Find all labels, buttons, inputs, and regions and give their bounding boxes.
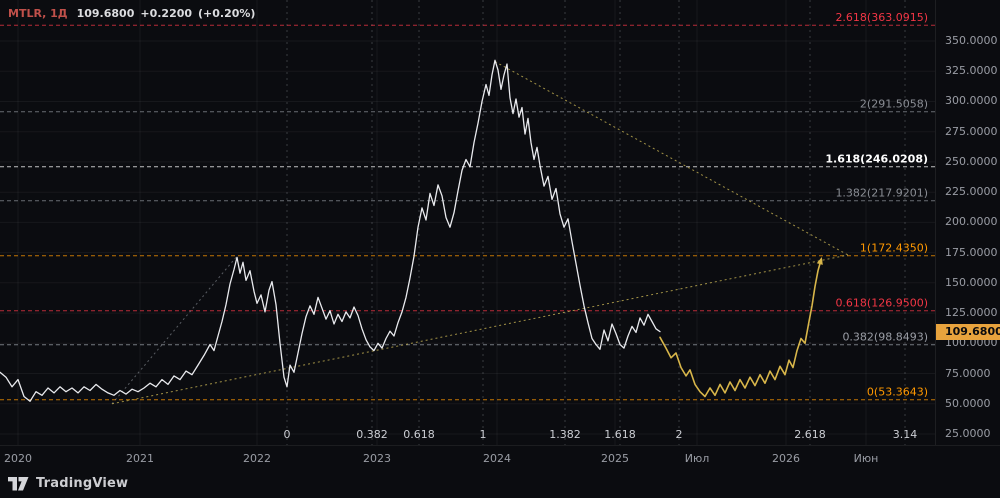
fib-level-label[interactable]: 0.618(126.9500) [835, 297, 928, 310]
brand-name: TradingView [36, 476, 129, 491]
time-axis-label: Июн [853, 452, 879, 465]
price-axis[interactable]: 350.0000 325.0000 300.0000 275.0000 250.0000… [935, 0, 1000, 445]
fib-timezone-label: 2 [676, 428, 683, 441]
trendline-triangle-lower[interactable] [111, 254, 849, 405]
legend-values: 109.6800 +0.2200 (+0.20%) [77, 7, 256, 20]
price-axis-label: 25.0000 [945, 427, 991, 440]
fib-level-label[interactable]: 1.618(246.0208) [825, 153, 928, 166]
fib-timezone-label: 0.618 [403, 428, 435, 441]
fib-timezone-label: 1 [480, 428, 487, 441]
fib-timezone-label: 1.382 [549, 428, 581, 441]
time-axis-label: 2026 [772, 452, 800, 465]
trendline-triangle-upper[interactable] [494, 61, 849, 256]
price-axis-label: 75.0000 [945, 367, 991, 380]
price-axis-label: 275.0000 [945, 125, 998, 138]
price-axis-label: 200.0000 [945, 215, 998, 228]
legend-last-price: 109.6800 [76, 7, 135, 20]
fib-timezone-label: 0 [284, 428, 291, 441]
time-axis[interactable]: 2020 2021 2022 2023 2024 2025 Июл 2026 Июн [0, 445, 1000, 471]
price-axis-label: 225.0000 [945, 185, 998, 198]
forecast-arrowhead [816, 257, 823, 265]
fib-timezone-label: 3.14 [893, 428, 918, 441]
fib-level-label[interactable]: 1(172.4350) [860, 242, 928, 255]
price-axis-label: 50.0000 [945, 397, 991, 410]
price-axis-label: 125.0000 [945, 306, 998, 319]
symbol-name[interactable]: MTLR, 1Д [8, 7, 68, 20]
time-axis-label: 2022 [243, 452, 271, 465]
price-axis-label: 150.0000 [945, 276, 998, 289]
price-axis-label: 325.0000 [945, 64, 998, 77]
symbol-legend[interactable]: MTLR, 1Д 109.6800 +0.2200 (+0.20%) [8, 7, 255, 20]
time-axis-label: 2020 [4, 452, 32, 465]
fib-timezone-label: 0.382 [356, 428, 388, 441]
time-axis-label: 2024 [483, 452, 511, 465]
price-line[interactable] [0, 59, 661, 402]
price-axis-label: 250.0000 [945, 155, 998, 168]
fib-level-label[interactable]: 2.618(363.0915) [835, 11, 928, 24]
plot-svg[interactable]: 0 0.382 0.618 1 1.382 1.618 2 2.618 3.14 2.618(36… [0, 0, 935, 445]
fib-level-label[interactable]: 1.382(217.9201) [835, 187, 928, 200]
tradingview-logo-icon [8, 476, 29, 490]
brand-footer: TradingView [8, 476, 128, 491]
time-axis-label: 2023 [363, 452, 391, 465]
fib-level-label[interactable]: 0.382(98.8493) [842, 331, 928, 344]
chart-plot-area[interactable]: 0 0.382 0.618 1 1.382 1.618 2 2.618 3.14 2.618(36… [0, 0, 935, 445]
price-axis-label: 300.0000 [945, 94, 998, 107]
fib-timezone-label: 2.618 [794, 428, 826, 441]
legend-change: +0.2200 [140, 7, 193, 20]
fib-level-label[interactable]: 2(291.5058) [860, 98, 928, 111]
price-axis-label: 175.0000 [945, 246, 998, 259]
trendline-fib-base-line[interactable] [111, 255, 238, 405]
forecast-line[interactable] [659, 259, 822, 398]
time-axis-label: 2021 [126, 452, 154, 465]
time-axis-label: 2025 [601, 452, 629, 465]
fib-timezone-label: 1.618 [604, 428, 636, 441]
fib-level-label[interactable]: 0(53.3643) [867, 386, 928, 399]
legend-change-percent: (+0.20%) [198, 7, 256, 20]
price-axis-label: 350.0000 [945, 34, 998, 47]
time-axis-label: Июл [684, 452, 710, 465]
last-price-badge[interactable]: 109.6800 [936, 324, 1000, 340]
